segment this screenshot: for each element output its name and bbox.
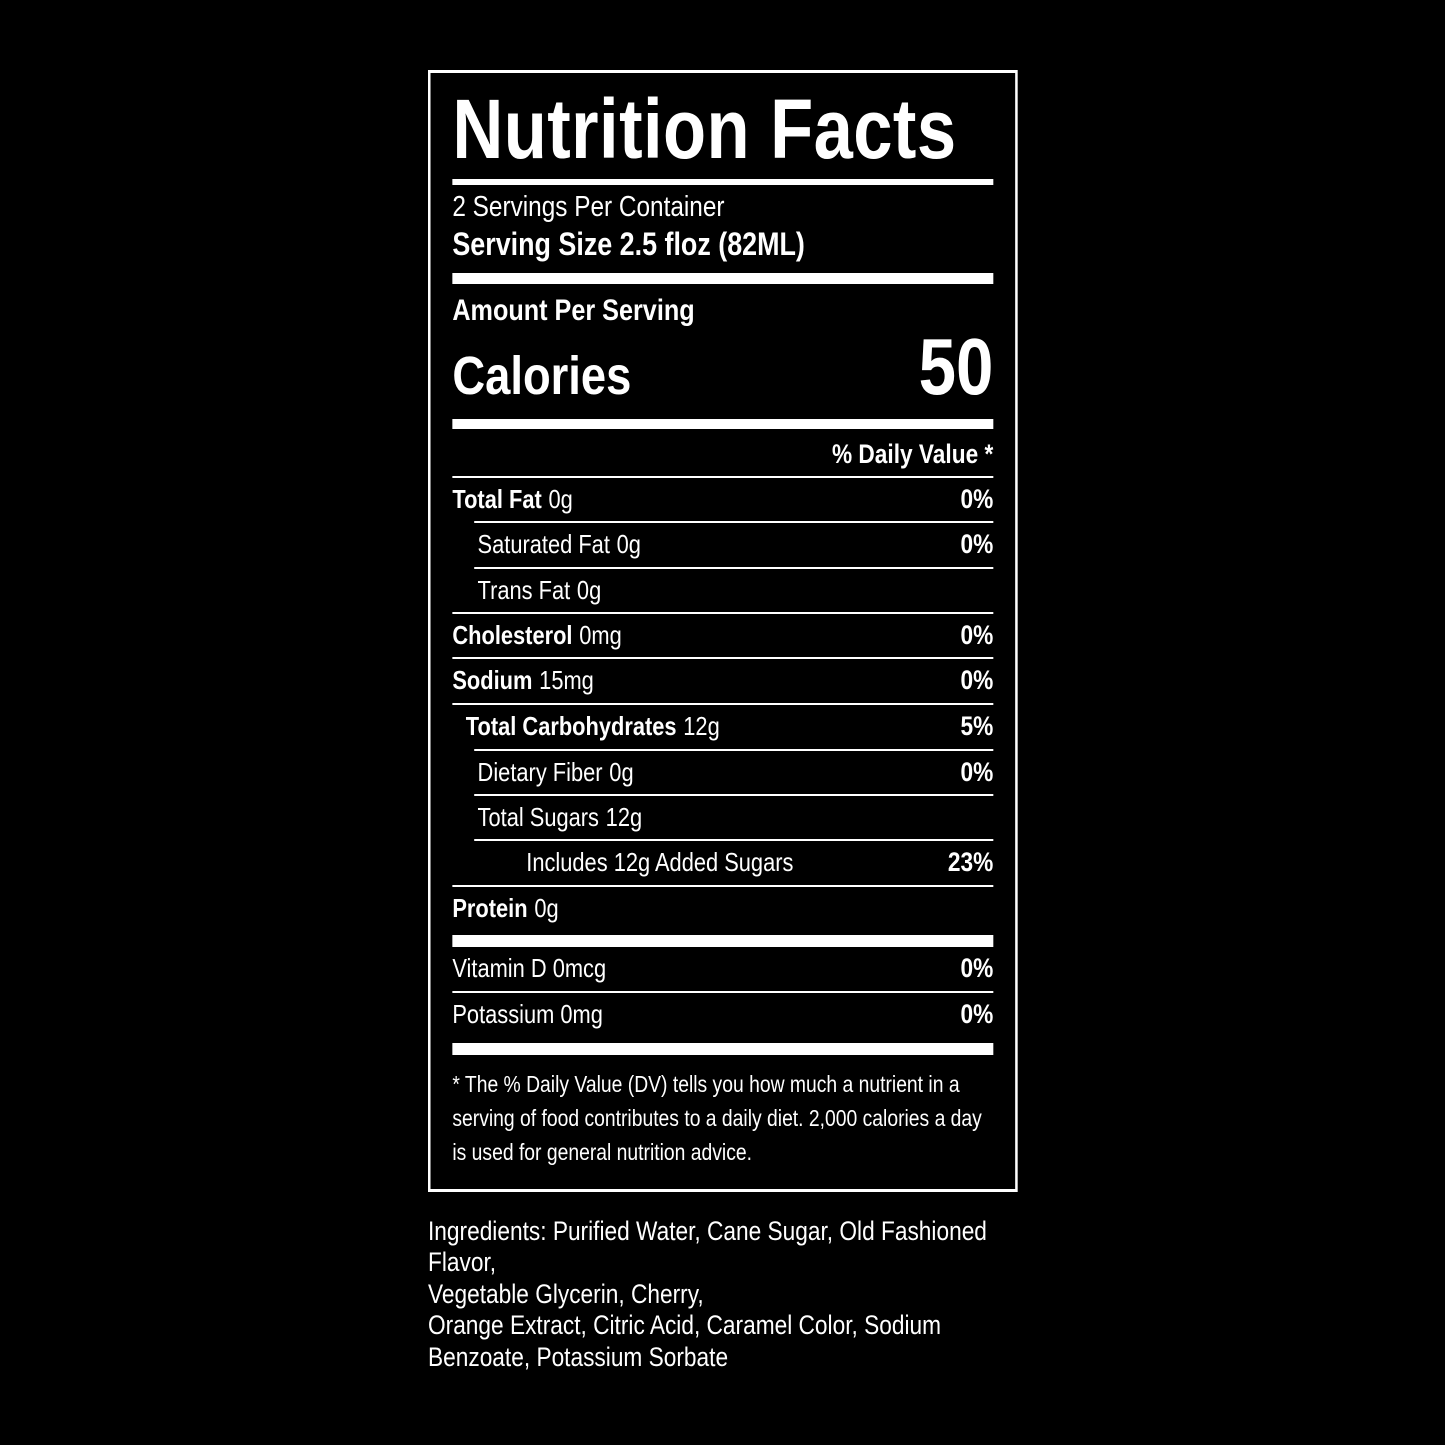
calories-value: 50 — [918, 322, 994, 412]
nutrient-name: Potassium 0mg — [452, 998, 603, 1029]
ingredients-line: Ingredients: Purified Water, Cane Sugar,… — [428, 1215, 987, 1278]
divider-bar-medium — [452, 418, 994, 429]
daily-value: 5% — [960, 710, 994, 741]
nutrient-name: Total Carbohydrates — [465, 710, 677, 741]
rule-indented — [474, 838, 994, 841]
daily-value: 0% — [960, 619, 994, 650]
nutrient-name: Sodium — [452, 665, 533, 696]
row-added-sugars: Includes 12g Added Sugars 23% — [452, 841, 993, 885]
nutrient-amount: 0g — [534, 892, 559, 923]
row-dietary-fiber: Dietary Fiber 0g 0% — [452, 751, 994, 795]
rule-indented — [474, 794, 994, 797]
row-cholesterol: Cholesterol 0mg 0% — [452, 614, 993, 658]
nutrient-amount: 0g — [548, 483, 573, 514]
nutrient-name: Protein — [452, 892, 528, 923]
amount-per-serving-label: Amount Per Serving — [452, 294, 695, 328]
rule-indented — [474, 521, 994, 524]
row-trans-fat: Trans Fat 0g — [452, 569, 993, 612]
nutrient-amount: 0mg — [579, 619, 622, 650]
row-saturated-fat: Saturated Fat 0g 0% — [452, 523, 994, 567]
nutrition-facts-panel: Nutrition Facts 2 Servings Per Container… — [428, 70, 1018, 1192]
calories-label: Calories — [452, 346, 632, 407]
rule — [452, 657, 994, 660]
nutrient-name: Total Sugars — [477, 802, 599, 833]
nutrient-amount: 12g — [683, 710, 720, 741]
nutrient-amount: 12g — [605, 802, 643, 833]
rule — [452, 475, 994, 478]
ingredients-list: Ingredients: Purified Water, Cane Sugar,… — [428, 1216, 1018, 1374]
row-total-carbohydrates: Total Carbohydrates 12g 5% — [452, 705, 994, 749]
nutrient-name: Cholesterol — [452, 619, 573, 650]
servings-per-container: 2 Servings Per Container — [452, 191, 725, 223]
ingredients-line: Vegetable Glycerin, Cherry, — [428, 1278, 704, 1309]
ingredients-line: Orange Extract, Citric Acid, Caramel Col… — [428, 1310, 942, 1341]
ingredients-line: Benzoate, Potassium Sorbate — [428, 1342, 729, 1373]
row-potassium: Potassium 0mg 0% — [452, 993, 993, 1037]
rule-indented — [474, 567, 994, 570]
calories-row: Calories 50 — [452, 327, 993, 411]
rule — [452, 702, 994, 705]
row-sodium: Sodium 15mg 0% — [452, 659, 993, 703]
serving-size: Serving Size 2.5 floz (82ML) — [452, 226, 805, 263]
rule-indented — [474, 748, 994, 751]
daily-value-header: % Daily Value * — [831, 438, 994, 469]
nutrient-name: Includes 12g Added Sugars — [526, 846, 794, 877]
nutrient-name: Dietary Fiber — [477, 756, 603, 787]
daily-value-footnote: * The % Daily Value (DV) tells you how m… — [452, 1070, 982, 1165]
row-protein: Protein 0g — [452, 887, 993, 930]
daily-value: 23% — [947, 846, 994, 877]
label-title: Nutrition Facts — [452, 87, 994, 185]
nutrient-amount: 0g — [576, 575, 602, 606]
row-total-sugars: Total Sugars 12g — [452, 796, 993, 839]
nutrition-label-area: Nutrition Facts 2 Servings Per Container… — [428, 70, 1018, 1374]
divider-bar-thick — [452, 1042, 994, 1055]
nutrient-name: Trans Fat — [477, 575, 571, 606]
row-total-fat: Total Fat 0g 0% — [452, 478, 993, 522]
rule — [452, 611, 994, 614]
daily-value: 0% — [960, 756, 994, 787]
nutrient-name: Total Fat — [452, 483, 542, 514]
rule — [452, 884, 994, 887]
divider-bar-thick — [452, 935, 994, 948]
nutrient-name: Vitamin D 0mcg — [452, 953, 607, 984]
daily-value: 0% — [960, 998, 994, 1029]
daily-value: 0% — [960, 953, 994, 984]
nutrient-amount: 0g — [616, 529, 641, 560]
daily-value: 0% — [960, 529, 994, 560]
rule — [452, 990, 994, 993]
nutrient-amount: 15mg — [539, 665, 594, 696]
nutrient-name: Saturated Fat — [477, 529, 610, 560]
daily-value: 0% — [960, 665, 994, 696]
row-vitamin-d: Vitamin D 0mcg 0% — [452, 947, 993, 991]
daily-value: 0% — [960, 483, 994, 514]
divider-bar-thick — [452, 273, 994, 285]
nutrient-amount: 0g — [609, 756, 634, 787]
